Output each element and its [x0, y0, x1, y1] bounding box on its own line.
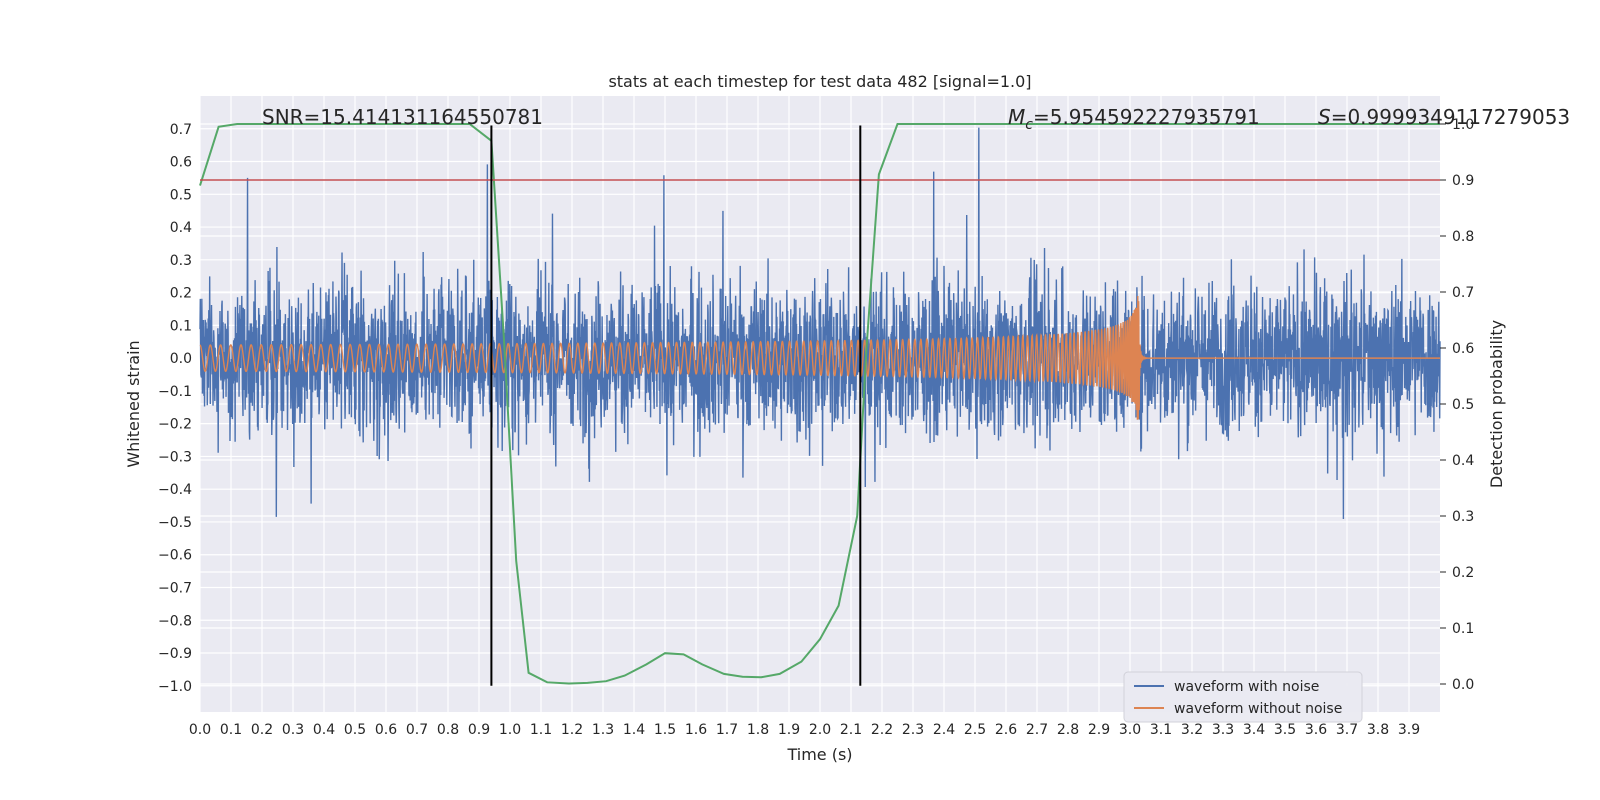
y-axis-ticks: 0.7 0.6 0.5 0.4 0.3 0.2 0.1 0.0 −0.1 −0.2 −0.3 −0.4…: [158, 122, 192, 695]
x-tick-label: 2.2: [871, 722, 893, 738]
x-tick-label: 0.8: [437, 722, 459, 738]
mc-value: =5.954592227935791: [1033, 105, 1260, 129]
y-tick-label: −0.6: [158, 548, 192, 564]
y2-tick-label: 0.8: [1452, 229, 1474, 245]
x-tick-label: 3.9: [1398, 722, 1420, 738]
y2-tick-label: 1.0: [1452, 117, 1474, 133]
s-annotation: S=0.9999349117279053: [1318, 105, 1570, 129]
x-tick-label: 0.6: [375, 722, 397, 738]
y-tick-label: 0.4: [170, 220, 192, 236]
x-tick-label: 2.5: [964, 722, 986, 738]
grid: [199, 96, 1440, 712]
y2-tick-label: 0.4: [1452, 453, 1474, 469]
x-tick-label: 0.9: [468, 722, 490, 738]
x-tick-label: 2.6: [995, 722, 1017, 738]
x-tick-label: 0.0: [189, 722, 211, 738]
x-tick-label: 2.8: [1057, 722, 1079, 738]
y-tick-label: 0.5: [170, 187, 192, 203]
y2-tick-label: 0.3: [1452, 509, 1474, 525]
clean-waveform-line: [199, 296, 1440, 420]
x-tick-label: 1.6: [685, 722, 707, 738]
x-tick-label: 3.5: [1274, 722, 1296, 738]
x-tick-label: 3.7: [1336, 722, 1358, 738]
y2-axis-label: Detection probability: [1487, 320, 1506, 488]
series-detection-probability: [199, 123, 1440, 685]
mc-symbol: M: [1008, 105, 1025, 129]
y-tick-label: 0.0: [170, 351, 192, 367]
legend-box: [1123, 671, 1363, 723]
y-tick-label: 0.7: [170, 122, 192, 138]
x-tick-label: 1.2: [561, 722, 583, 738]
y-tick-label: 0.2: [170, 286, 192, 302]
x-tick-label: 1.0: [499, 722, 521, 738]
y2-tick-label: 0.6: [1452, 341, 1474, 357]
x-tick-label: 1.4: [623, 722, 645, 738]
y2-tick-label: 0.2: [1452, 565, 1474, 581]
x-tick-label: 2.4: [933, 722, 955, 738]
x-tick-label: 3.3: [1212, 722, 1234, 738]
x-tick-label: 1.8: [747, 722, 769, 738]
probability-line: [199, 123, 1440, 685]
legend-label-clean: waveform without noise: [1174, 701, 1342, 717]
x-tick-label: 3.4: [1243, 722, 1265, 738]
y-tick-label: −0.1: [158, 384, 192, 400]
y-tick-label: −0.5: [158, 515, 192, 531]
y-tick-label: 0.6: [170, 155, 192, 171]
x-tick-label: 2.1: [840, 722, 862, 738]
y-tick-label: −0.7: [158, 580, 192, 596]
x-tick-label: 3.8: [1367, 722, 1389, 738]
x-tick-label: 1.7: [716, 722, 738, 738]
y-axis-label: Whitened strain: [124, 340, 143, 467]
y2-tick-label: 0.1: [1452, 621, 1474, 637]
y-tick-label: −0.2: [158, 417, 192, 433]
mc-subscript: c: [1025, 117, 1033, 133]
x-tick-label: 3.6: [1305, 722, 1327, 738]
x-tick-label: 3.1: [1150, 722, 1172, 738]
x-tick-label: 2.0: [809, 722, 831, 738]
x-tick-label: 2.7: [1026, 722, 1048, 738]
x-tick-label: 1.5: [654, 722, 676, 738]
y-tick-label: −0.4: [158, 482, 192, 498]
y-tick-label: −1.0: [158, 679, 192, 695]
s-symbol: S: [1318, 105, 1331, 129]
x-tick-label: 3.0: [1119, 722, 1141, 738]
y-tick-label: 0.3: [170, 253, 192, 269]
y2-axis-ticks: 1.0 0.9 0.8 0.7 0.6 0.5 0.4 0.3 0.2 0.1 0.0: [1440, 117, 1474, 693]
y-tick-label: 0.1: [170, 318, 192, 334]
y2-tick-label: 0.5: [1452, 397, 1474, 413]
x-tick-label: 1.1: [530, 722, 552, 738]
legend: waveform with noise waveform without noi…: [1123, 671, 1363, 723]
chart-title: stats at each timestep for test data 482…: [608, 72, 1031, 91]
x-tick-label: 1.9: [778, 722, 800, 738]
x-tick-label: 2.3: [902, 722, 924, 738]
x-tick-label: 0.7: [406, 722, 428, 738]
y-tick-label: −0.9: [158, 646, 192, 662]
x-tick-label: 0.2: [251, 722, 273, 738]
vertical-markers: [490, 125, 862, 686]
y2-tick-label: 0.0: [1452, 677, 1474, 693]
x-tick-label: 0.5: [344, 722, 366, 738]
x-tick-label: 0.1: [220, 722, 242, 738]
x-tick-label: 3.2: [1181, 722, 1203, 738]
x-tick-label: 0.4: [313, 722, 335, 738]
x-tick-label: 0.3: [282, 722, 304, 738]
s-value: =0.9999349117279053: [1331, 105, 1570, 129]
x-axis-ticks: 0.0 0.1 0.2 0.3 0.4 0.5 0.6 0.7 0.8 0.9 1.0 1.1 1.2 1…: [189, 722, 1420, 738]
x-tick-label: 1.3: [592, 722, 614, 738]
x-tick-label: 2.9: [1088, 722, 1110, 738]
chirp-mass-annotation: Mc=5.954592227935791: [1008, 105, 1260, 133]
y2-tick-label: 0.7: [1452, 285, 1474, 301]
series-waveform-without-noise: [199, 296, 1440, 420]
y-tick-label: −0.8: [158, 613, 192, 629]
snr-annotation: SNR=15.414131164550781: [262, 105, 543, 129]
x-axis-label: Time (s): [786, 745, 852, 764]
legend-label-noise: waveform with noise: [1174, 679, 1319, 695]
y-tick-label: −0.3: [158, 449, 192, 465]
y2-tick-label: 0.9: [1452, 173, 1474, 189]
